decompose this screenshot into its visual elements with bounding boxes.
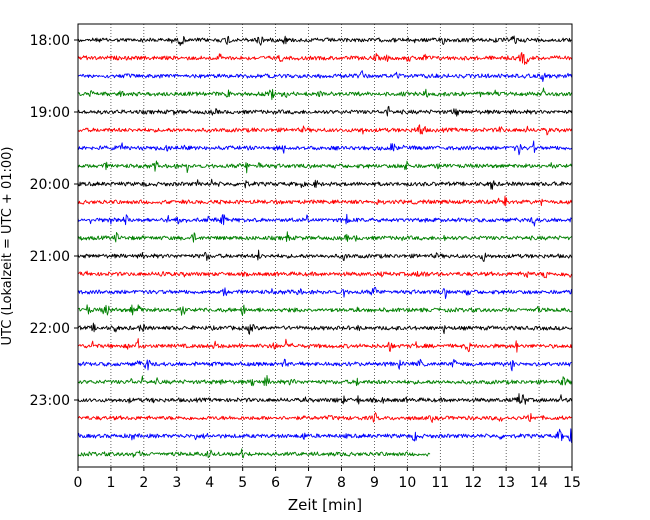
seismic-trace: [77, 231, 572, 243]
x-tick-label: 4: [205, 475, 214, 491]
x-tick-label: 6: [271, 475, 280, 491]
y-tick-label: 21:00: [30, 249, 70, 265]
seismic-trace: [77, 322, 572, 335]
x-tick-label: 1: [106, 475, 115, 491]
x-tick-label: 11: [431, 475, 449, 491]
seismic-trace: [77, 105, 572, 117]
seismic-trace: [77, 428, 572, 443]
x-tick-label: 12: [464, 475, 482, 491]
seismic-trace: [77, 358, 572, 372]
seismic-trace: [77, 393, 572, 405]
plot-background: [78, 24, 572, 467]
x-axis-label: Zeit [min]: [288, 496, 362, 514]
x-tick-label: 2: [139, 475, 148, 491]
seismic-trace: [77, 213, 572, 227]
seismic-trace: [77, 160, 572, 174]
seismic-trace: [77, 195, 572, 207]
seismic-trace: [77, 304, 572, 316]
x-tick-label: 9: [370, 475, 379, 491]
y-tick-label: 23:00: [30, 393, 70, 409]
x-tick-label: 15: [563, 475, 581, 491]
y-axis: 18:00 19:00 20:00 21:00 22:00 23:00: [30, 33, 78, 409]
seismic-trace: [77, 374, 572, 387]
y-tick-label: 22:00: [30, 321, 70, 337]
y-tick-label: 18:00: [30, 33, 70, 49]
seismic-trace: [77, 412, 572, 423]
seismic-trace: [77, 178, 572, 190]
seismic-trace: [77, 270, 572, 279]
y-axis-label: UTC (Lokalzeit = UTC + 01:00): [0, 147, 15, 346]
x-tick-label: 0: [74, 475, 83, 491]
y-tick-label: 20:00: [30, 177, 70, 193]
seismic-trace: [77, 35, 572, 47]
seismic-trace: [77, 249, 572, 262]
grid-lines: [110, 24, 540, 467]
x-tick-label: 10: [398, 475, 416, 491]
trace-group: [77, 35, 572, 459]
x-axis: 0 1 2 3 4 5 6 7 8 9 10 11 12 13 14 15: [74, 467, 581, 491]
seismic-trace: [77, 52, 572, 65]
plot-frame: [77, 23, 573, 468]
seismic-trace: [77, 448, 431, 459]
x-tick-label: 14: [530, 475, 548, 491]
seismic-trace: [77, 338, 572, 353]
x-tick-label: 7: [304, 475, 313, 491]
y-tick-label: 19:00: [30, 105, 70, 121]
seismic-trace: [77, 70, 572, 83]
x-tick-label: 8: [337, 475, 346, 491]
seismic-trace: [77, 286, 572, 300]
x-tick-label: 5: [238, 475, 247, 491]
seismic-trace: [77, 87, 572, 101]
x-tick-label: 3: [172, 475, 181, 491]
x-tick-label: 13: [497, 475, 515, 491]
seismic-trace: [77, 124, 572, 136]
seismic-trace: [77, 140, 572, 156]
